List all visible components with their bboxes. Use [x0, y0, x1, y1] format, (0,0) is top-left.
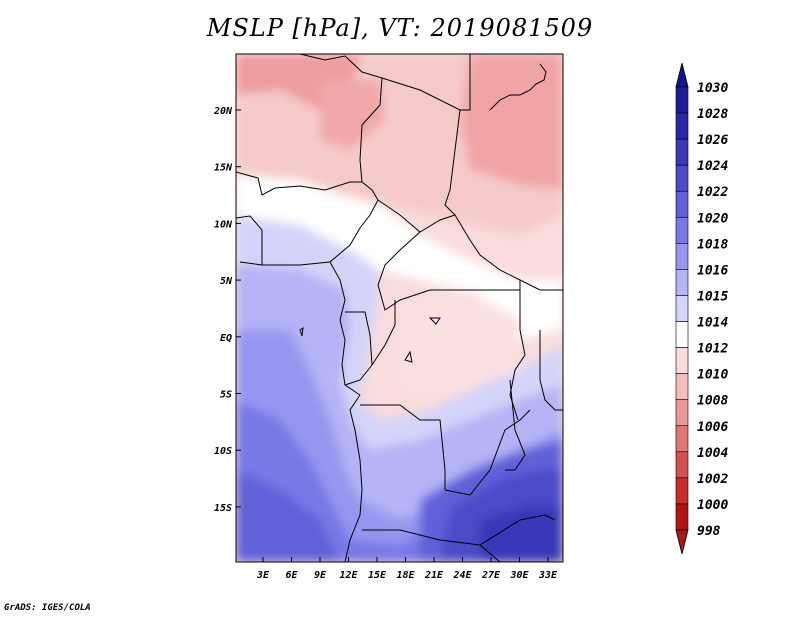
longitude-axis: 3E 6E 9E 12E 15E 18E 21E 24E 27E 30E 33E [256, 557, 558, 581]
colorbar-label: 1006 [697, 420, 728, 435]
latitude-axis: 20N 15N 10N 5N EQ 5S 10S 15S [213, 106, 241, 514]
colorbar-segment [675, 138, 689, 166]
colorbar-label: 1020 [697, 211, 728, 226]
colorbar-segment [675, 373, 689, 401]
x-tick-label: 3E [256, 570, 270, 581]
y-tick-label: 15S [214, 503, 232, 514]
colorbar-segment [675, 190, 689, 218]
colorbar-segment [675, 216, 689, 244]
x-tick-label: 18E [396, 570, 415, 581]
colorbar-bottom-arrow [675, 529, 689, 555]
colorbar-label: 1004 [697, 446, 728, 461]
colorbar-label: 1015 [697, 289, 728, 304]
pressure-field [236, 54, 563, 562]
colorbar-label: 1026 [697, 133, 728, 148]
colorbar-label: 1000 [697, 498, 728, 513]
colorbar-segment [675, 347, 689, 374]
y-tick-label: 5N [220, 276, 233, 287]
x-tick-label: 21E [424, 570, 444, 581]
colorbar-label: 1022 [697, 185, 728, 200]
colorbar-segment [675, 451, 689, 479]
colorbar-segment [675, 86, 689, 114]
colorbar-label: 1030 [697, 81, 728, 96]
grads-credit: GrADS: IGES/COLA [4, 603, 91, 613]
y-tick-label: EQ [220, 333, 232, 344]
colorbar-segment [675, 477, 689, 505]
y-tick-label: 5S [220, 390, 232, 401]
colorbar-label: 1024 [697, 159, 728, 174]
y-tick-label: 15N [214, 163, 233, 174]
colorbar-segment [675, 243, 689, 270]
colorbar-segment [675, 321, 689, 348]
x-tick-label: 9E [314, 570, 327, 581]
x-tick-label: 33E [538, 570, 558, 581]
colorbar-segment [675, 295, 689, 322]
colorbar-label: 1002 [697, 472, 728, 487]
colorbar-segment [675, 164, 689, 192]
colorbar-label: 1028 [697, 107, 728, 122]
colorbar: 1030 1028 1026 1024 1022 1020 1018 1016 1015 1014… [675, 62, 728, 555]
y-tick-label: 20N [213, 106, 233, 117]
colorbar-segment [675, 399, 689, 427]
colorbar-label: 1016 [697, 263, 728, 278]
map-title: MSLP [hPa], VT: 2019081509 [206, 14, 594, 42]
x-tick-label: 6E [285, 570, 298, 581]
x-tick-label: 15E [368, 570, 387, 581]
colorbar-label: 1010 [697, 368, 728, 383]
colorbar-label: 1012 [697, 342, 728, 357]
y-tick-label: 10S [214, 446, 232, 457]
x-tick-label: 27E [481, 570, 501, 581]
colorbar-label: 998 [697, 524, 721, 539]
map-frame [235, 53, 564, 563]
colorbar-segment [675, 269, 689, 296]
y-tick-label: 10N [214, 219, 233, 230]
colorbar-segment [675, 425, 689, 453]
colorbar-label: 1018 [697, 237, 728, 252]
colorbar-label: 1008 [697, 394, 728, 409]
x-tick-label: 24E [452, 570, 472, 581]
country-borders [236, 54, 563, 562]
colorbar-segment [675, 112, 689, 140]
colorbar-label: 1014 [697, 316, 728, 331]
x-tick-label: 30E [509, 570, 529, 581]
colorbar-segment [675, 503, 689, 531]
colorbar-top-arrow [675, 62, 689, 88]
x-tick-label: 12E [339, 570, 358, 581]
